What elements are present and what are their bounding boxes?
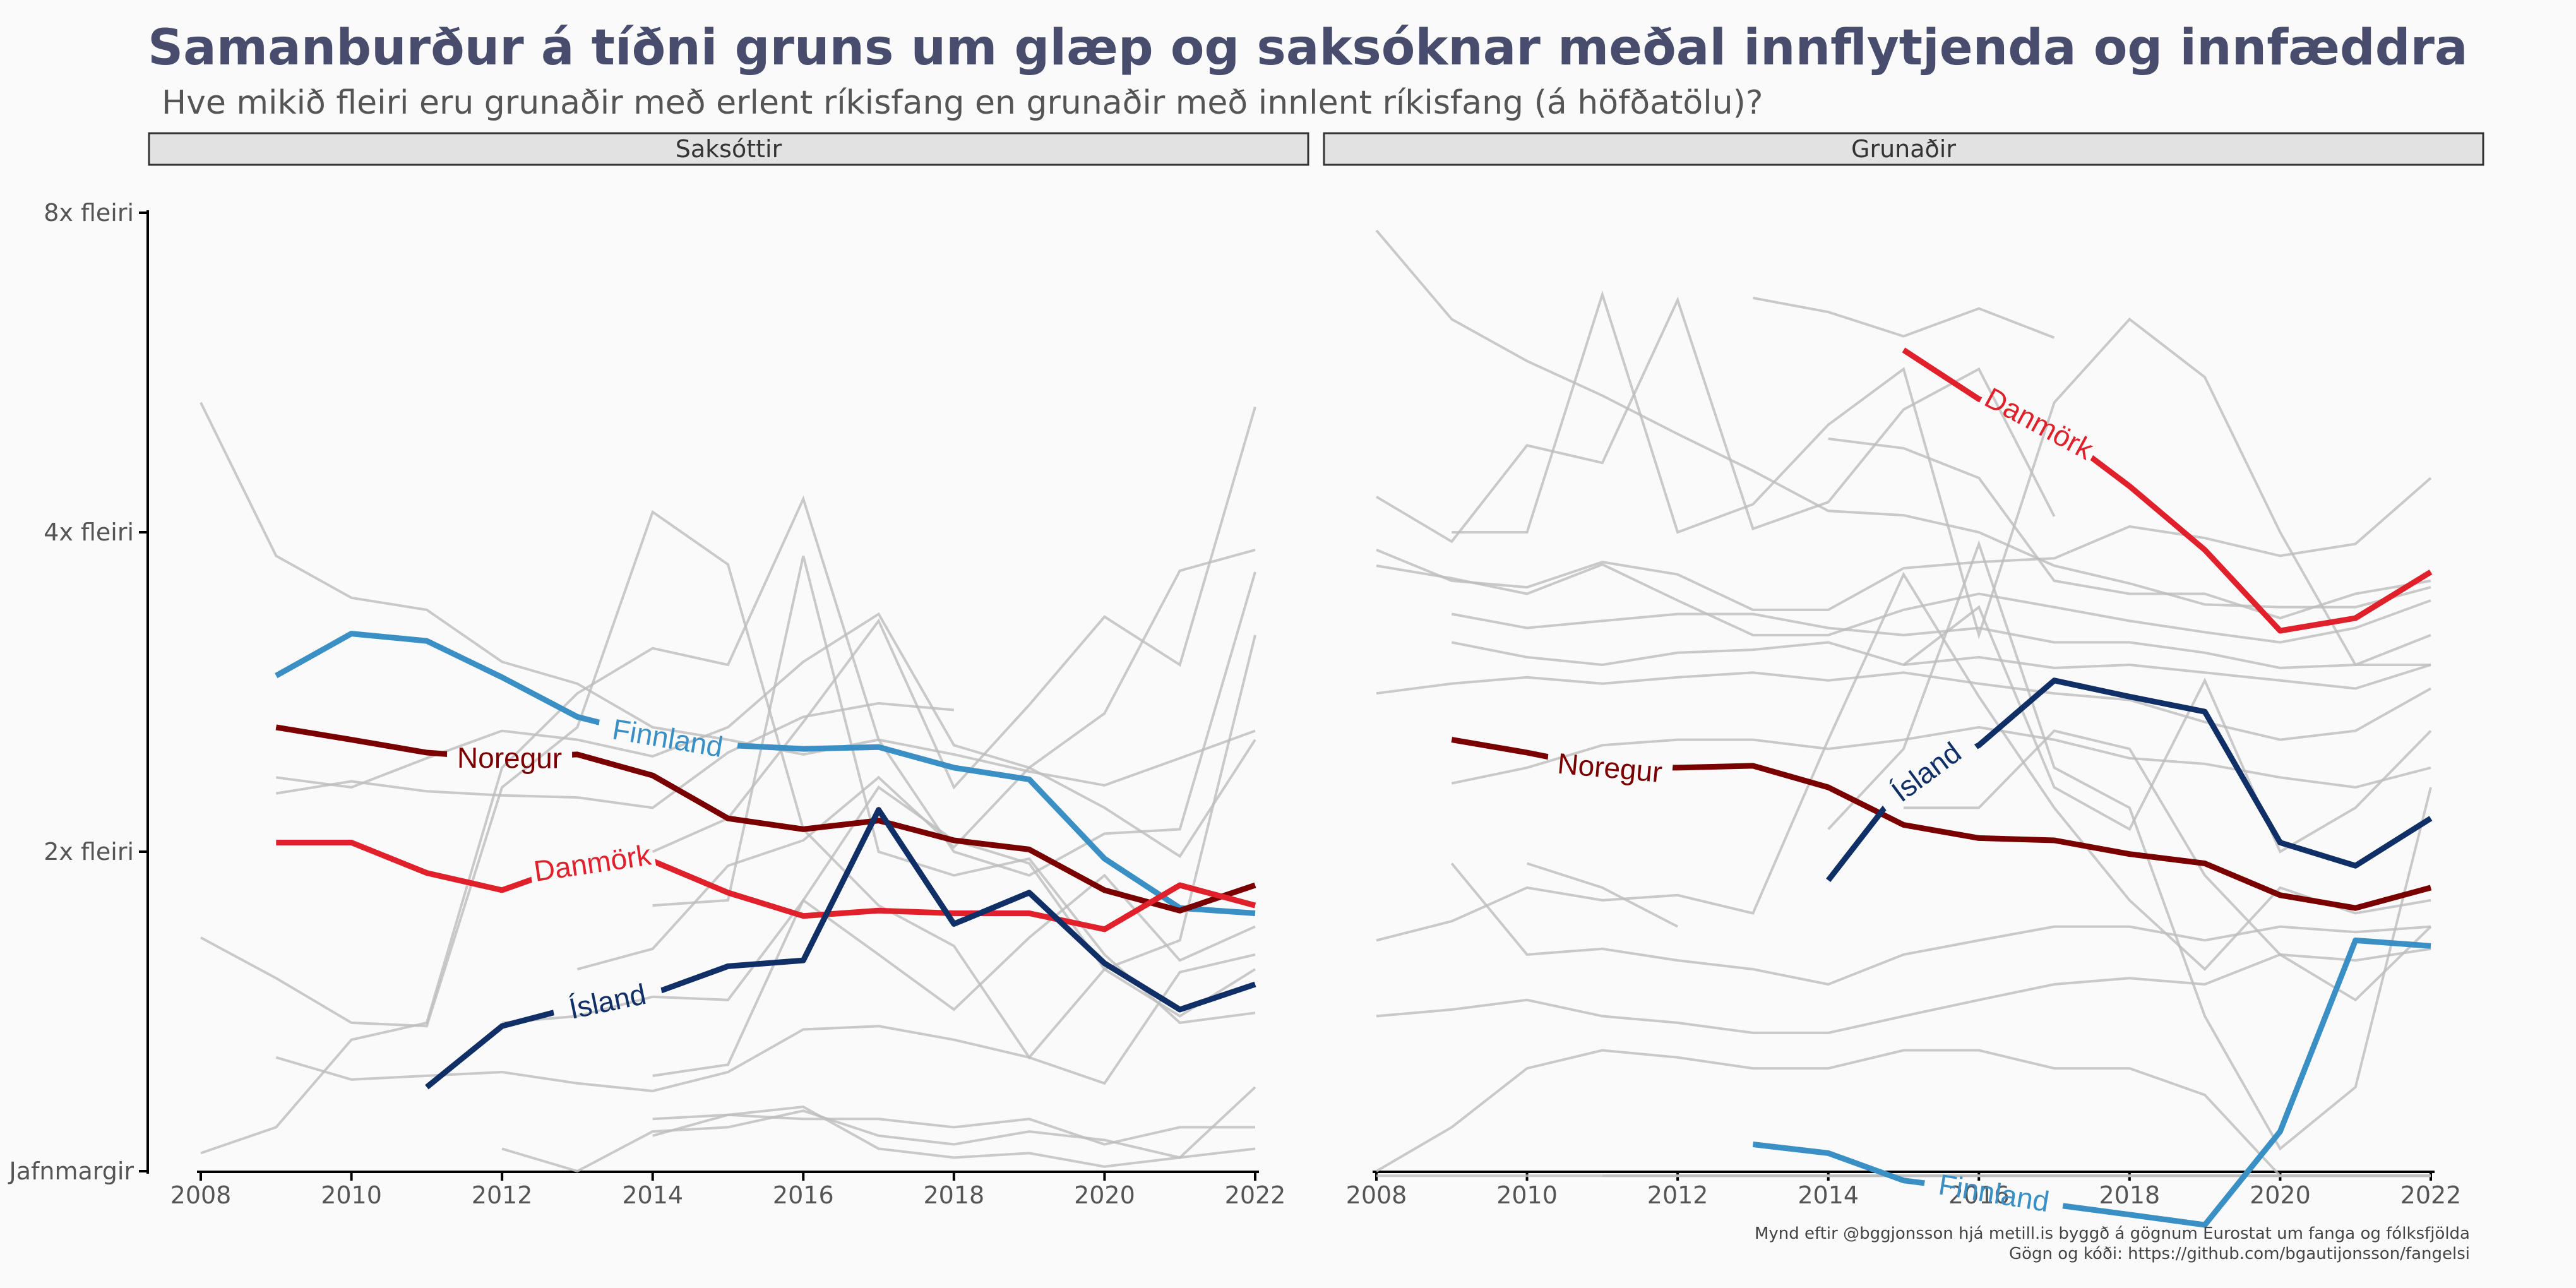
background-country-line xyxy=(652,873,1256,1077)
series-line-finnland xyxy=(275,631,1256,916)
strip-label: Saksóttir xyxy=(676,135,782,163)
series-label-island: Ísland xyxy=(566,977,649,1025)
x-tick-label: 2014 xyxy=(622,1181,683,1209)
background-country-line xyxy=(1450,862,2431,986)
background-country-line xyxy=(1753,296,2055,339)
background-country-line xyxy=(1904,729,2432,1002)
x-tick-label: 2008 xyxy=(170,1181,232,1209)
series-label-island: Ísland xyxy=(1885,736,1967,808)
background-country-line xyxy=(652,1105,1256,1168)
chart-panels: Saksóttir 2008 2010 2012 2014 2016 2018 2020 202… xyxy=(148,132,2484,1228)
y-tick-label: 4x fleiri xyxy=(44,518,134,546)
background-country-line xyxy=(200,495,1256,1155)
background-country-line xyxy=(1828,437,2431,620)
chart-subtitle: Hve mikið fleiri eru grunaðir með erlent… xyxy=(162,84,1763,122)
background-country-line xyxy=(1376,477,2432,611)
background-country-line xyxy=(200,402,1256,787)
series-label-finnland: Finnland xyxy=(610,712,725,763)
background-country-line xyxy=(1375,296,2056,544)
series-line-finnland xyxy=(1752,937,2431,1228)
x-tick-label: 2018 xyxy=(2099,1181,2160,1209)
background-country-line xyxy=(652,406,1256,853)
background-country-line xyxy=(200,510,1256,1060)
series-line-noregur xyxy=(1451,737,2432,911)
background-country-line xyxy=(1376,671,2431,741)
series-label-danmork: Danmörk xyxy=(1979,381,2099,466)
x-tick-label: 2008 xyxy=(1346,1181,1407,1209)
x-tick-label: 2020 xyxy=(2250,1181,2311,1209)
x-tick-label: 2022 xyxy=(1225,1181,1286,1209)
x-tick-label: 2014 xyxy=(1798,1181,1859,1209)
caption-credit: Mynd eftir @bggjonsson hjá metill.is byg… xyxy=(1755,1224,2470,1243)
series-line-danmork xyxy=(1902,347,2433,634)
x-tick-label: 2010 xyxy=(1496,1181,1558,1209)
y-tick-label: Jafnmargir xyxy=(8,1157,134,1185)
background-country-line xyxy=(1376,563,2431,644)
x-tick-label: 2022 xyxy=(2400,1181,2462,1209)
background-country-line xyxy=(1526,862,1679,928)
series-line-noregur xyxy=(275,724,1256,914)
x-tick-label: 2012 xyxy=(1647,1181,1708,1209)
background-country-line xyxy=(1375,1049,2431,1178)
x-tick-label: 2016 xyxy=(773,1181,834,1209)
series-label-danmork: Danmörk xyxy=(532,838,653,888)
x-tick-label: 2020 xyxy=(1074,1181,1135,1209)
chart-title: Samanburður á tíðni gruns um glæp og sak… xyxy=(148,20,2468,76)
background-country-line xyxy=(1376,571,2431,971)
background-country-line xyxy=(652,555,1256,1025)
background-country-line xyxy=(1451,725,2431,789)
strip-saksottir xyxy=(148,132,1309,166)
background-country-line xyxy=(576,739,1256,971)
y-axis: Jafnmargir 2x fleiri 4x fleiri 8x fleiri xyxy=(8,199,149,1185)
x-tick-label: 2010 xyxy=(321,1181,382,1209)
caption-source: Gögn og kóði: https://github.com/bgautij… xyxy=(2009,1244,2470,1263)
x-tick-label: 2018 xyxy=(923,1181,984,1209)
series-label-noregur: Noregur xyxy=(1556,747,1664,789)
background-country-line xyxy=(1375,229,2431,609)
y-tick-label: 2x fleiri xyxy=(44,838,134,866)
background-country-line xyxy=(1376,947,2431,1034)
strip-gruna-ir xyxy=(1323,132,2484,166)
series-line-island xyxy=(425,807,1256,1090)
background-country-line xyxy=(1451,612,2431,669)
background-country-line xyxy=(275,701,955,809)
background-country-line xyxy=(1827,540,2432,1151)
background-country-line xyxy=(1451,641,2431,690)
background-country-line xyxy=(1452,290,2431,666)
strip-label: Grunaðir xyxy=(1851,135,1956,163)
series-line-danmork xyxy=(276,840,1256,933)
background-country-line xyxy=(501,785,1256,1024)
x-tick-label: 2012 xyxy=(472,1181,533,1209)
y-tick-label: 8x fleiri xyxy=(44,199,134,227)
background-country-line xyxy=(1902,605,2432,854)
background-country-line xyxy=(501,1086,1256,1173)
panel-saksottir: Saksóttir 2008 2010 2012 2014 2016 2018 2020 202… xyxy=(148,132,1309,1209)
series-label-noregur: Noregur xyxy=(457,741,562,775)
series-line-island xyxy=(1826,677,2433,882)
background-country-line xyxy=(652,1113,1255,1146)
